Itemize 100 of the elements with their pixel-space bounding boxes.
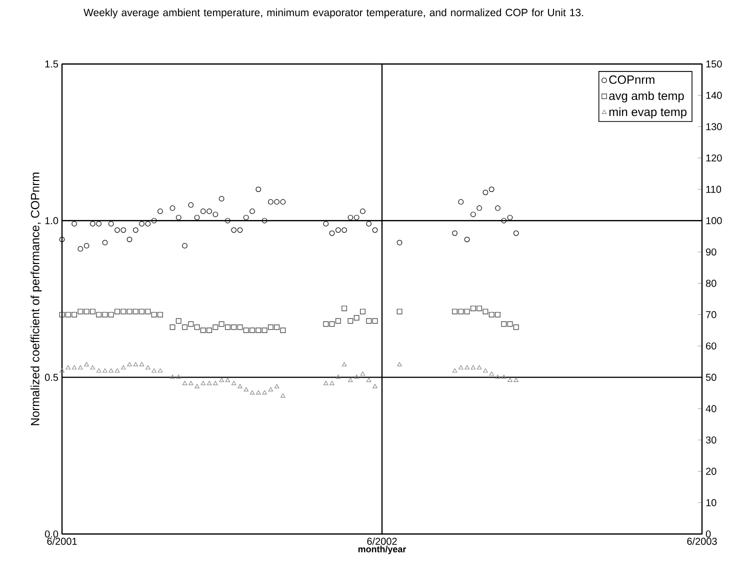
y-tick-label: 1.0 (45, 217, 58, 224)
point (146, 365, 150, 370)
point (508, 378, 512, 382)
y-tick-label: 0.0 (44, 530, 58, 538)
point (470, 365, 476, 370)
legend-label: COPnrm (609, 75, 654, 84)
point (262, 390, 267, 394)
point (280, 199, 286, 205)
point (274, 324, 280, 330)
point (329, 230, 335, 236)
point (458, 365, 464, 370)
point (182, 243, 188, 248)
point (372, 318, 378, 324)
point (464, 365, 470, 370)
point (90, 308, 96, 314)
point (324, 380, 328, 386)
point (176, 374, 181, 379)
point (482, 190, 488, 196)
point (84, 362, 89, 366)
point (342, 362, 347, 366)
y2-tick-label: 110 (706, 186, 722, 193)
point (176, 318, 182, 324)
y2-tick-label: 50 (706, 374, 716, 381)
y2-tick-label: 40 (706, 405, 716, 412)
point (120, 308, 126, 314)
point (329, 321, 335, 327)
point (176, 214, 182, 220)
point (188, 202, 194, 208)
point (206, 208, 212, 214)
point (170, 324, 176, 330)
y-tick-label: 0.5 (44, 374, 58, 381)
point (108, 221, 114, 226)
point (470, 306, 476, 312)
point (250, 328, 255, 334)
x-tick-label: 6/2003 (687, 538, 717, 545)
y2-tick-label: 130 (706, 123, 722, 130)
point (126, 236, 132, 242)
legend-label: avg amb temp (609, 91, 684, 102)
point (476, 306, 482, 312)
y2-tick-label: 100 (706, 217, 722, 224)
point (274, 199, 280, 205)
point (90, 221, 96, 226)
point (244, 387, 248, 392)
point (231, 380, 236, 386)
point (72, 365, 77, 370)
point (348, 378, 353, 382)
point (250, 390, 255, 394)
point (132, 308, 138, 314)
legend-label: min evap temp (609, 107, 686, 119)
point (114, 368, 120, 373)
point (238, 384, 242, 388)
point (133, 362, 138, 366)
point (126, 308, 132, 314)
point (152, 368, 156, 373)
point (188, 380, 194, 386)
point (514, 378, 519, 382)
point (452, 368, 458, 373)
point (323, 321, 329, 327)
point (139, 308, 144, 314)
point (200, 208, 206, 214)
point (96, 221, 102, 226)
point (158, 312, 163, 318)
point (458, 199, 464, 205)
point (170, 374, 175, 379)
point (452, 308, 458, 314)
point (145, 221, 151, 226)
point (60, 368, 64, 373)
point (206, 328, 212, 334)
point (360, 308, 366, 314)
point (354, 374, 359, 379)
point (84, 243, 90, 248)
point (372, 384, 378, 388)
point (366, 318, 372, 324)
y2-tick-label: 0 (706, 530, 711, 538)
point (501, 374, 506, 379)
point (464, 308, 470, 314)
x-tick-label: 6/2002 (367, 538, 397, 545)
point (262, 218, 268, 224)
point (212, 324, 218, 330)
point (354, 214, 360, 220)
point (102, 240, 108, 246)
point (78, 246, 84, 252)
point (488, 186, 494, 192)
point (470, 212, 476, 218)
chart-title: Weekly average ambient temperature, minimum evaporator temperature, and normalized COP for Unit 13. (84, 8, 584, 18)
point (170, 205, 176, 211)
point (96, 368, 102, 373)
point (182, 324, 188, 330)
point (66, 365, 71, 370)
point (108, 368, 114, 373)
point (348, 214, 354, 220)
point (108, 312, 114, 318)
point (114, 227, 120, 233)
point (489, 371, 494, 376)
point (120, 227, 126, 233)
point (268, 324, 274, 330)
y2-tick-label: 30 (706, 436, 716, 444)
y2-tick-label: 10 (706, 499, 716, 506)
point (139, 362, 144, 366)
point (330, 380, 334, 386)
